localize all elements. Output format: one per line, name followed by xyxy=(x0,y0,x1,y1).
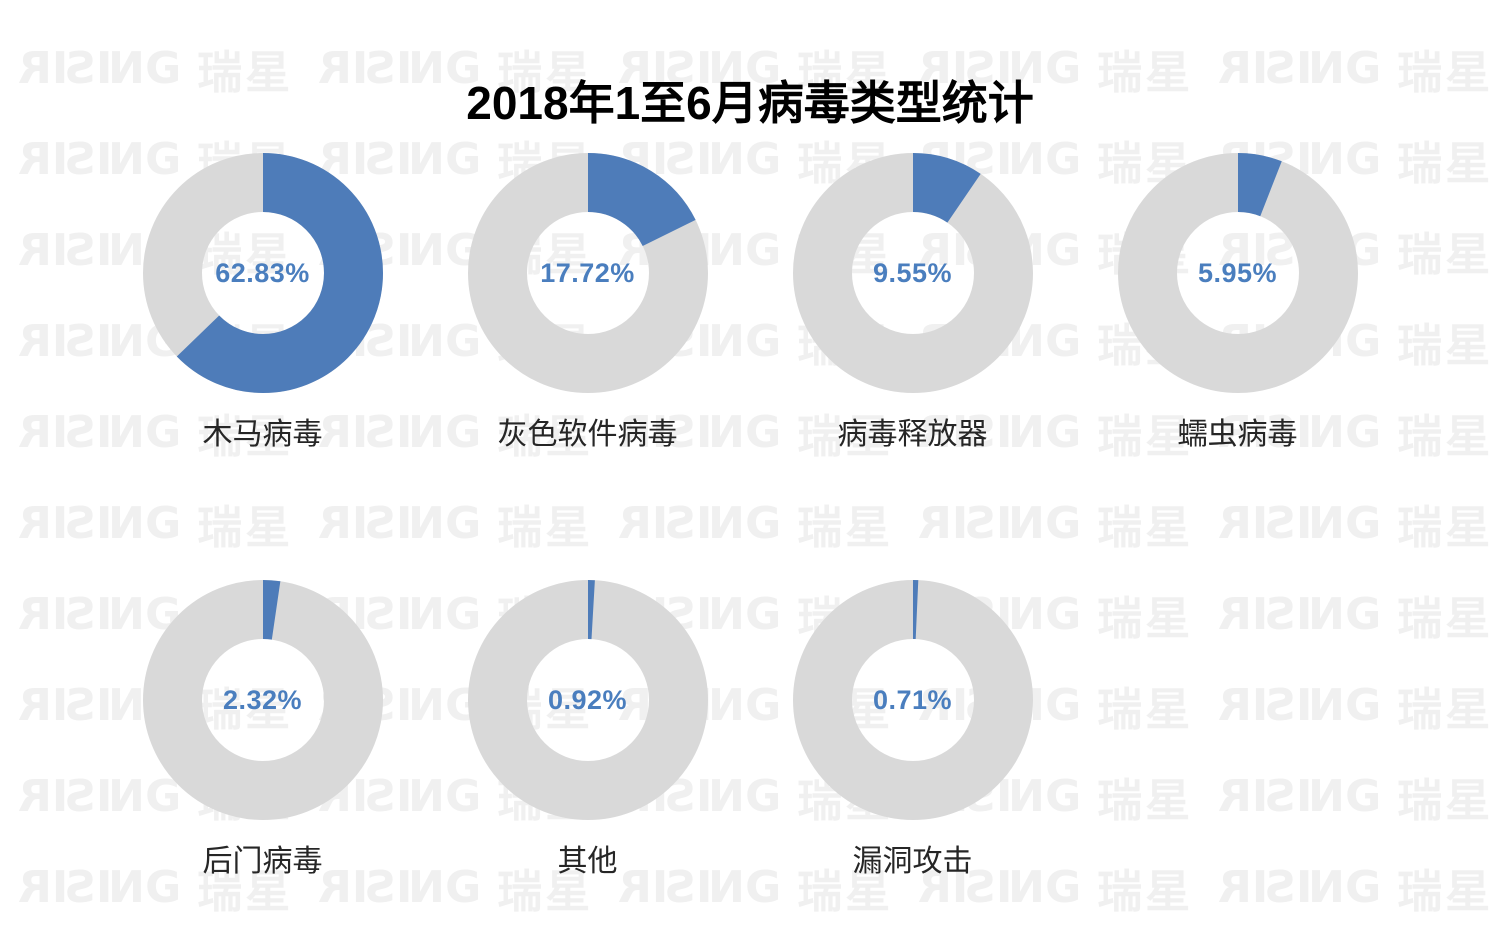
donut-slice xyxy=(142,580,383,820)
donut-ring: 9.55% xyxy=(792,153,1033,393)
donut-category-label: 其他 xyxy=(557,845,618,878)
donut-chart-card: 0.71% 漏洞攻击 xyxy=(750,580,1075,880)
donut-slice xyxy=(1117,153,1358,393)
donut-ring-svg xyxy=(467,153,708,393)
donut-slice xyxy=(467,153,708,393)
donut-value-label: 2.32% xyxy=(222,684,303,715)
donut-value-label: 0.71% xyxy=(872,684,953,715)
donut-value-label: 5.95% xyxy=(1197,257,1278,288)
donut-chart-card: 5.95% 蠕虫病毒 xyxy=(1075,153,1400,453)
donut-ring: 62.83% xyxy=(142,153,383,393)
donut-row-2: 2.32% 后门病毒 0.92% 其他 0.71% 漏洞攻击 xyxy=(100,580,1400,880)
donut-chart-card: 62.83% 木马病毒 xyxy=(100,153,425,453)
donut-ring-svg xyxy=(1117,153,1358,393)
donut-value-label: 9.55% xyxy=(872,257,953,288)
donut-ring: 0.71% xyxy=(792,580,1033,820)
donut-chart-card: 17.72% 灰色软件病毒 xyxy=(425,153,750,453)
donut-value-label: 17.72% xyxy=(540,257,635,288)
donut-chart-card: 0.92% 其他 xyxy=(425,580,750,880)
donut-ring-svg xyxy=(792,580,1033,820)
donut-ring: 0.92% xyxy=(467,580,708,820)
donut-category-label: 后门病毒 xyxy=(202,845,323,878)
donut-category-label: 灰色软件病毒 xyxy=(497,418,678,451)
donut-category-label: 木马病毒 xyxy=(202,418,323,451)
donut-ring: 17.72% xyxy=(467,153,708,393)
donut-ring-svg xyxy=(467,580,708,820)
donut-slice xyxy=(792,153,1033,393)
donut-ring: 5.95% xyxy=(1117,153,1358,393)
donut-chart-card: 9.55% 病毒释放器 xyxy=(750,153,1075,453)
donut-ring: 2.32% xyxy=(142,580,383,820)
donut-slice xyxy=(142,153,383,393)
donut-ring-svg xyxy=(142,153,383,393)
donut-category-label: 漏洞攻击 xyxy=(852,845,973,878)
donut-slice xyxy=(792,580,1033,820)
donut-slice xyxy=(467,580,708,820)
page-title: 2018年1至6月病毒类型统计 xyxy=(466,76,1034,129)
donut-row-1: 62.83% 木马病毒 17.72% 灰色软件病毒 9.55% 病毒释放器 5.95% 蠕虫病… xyxy=(100,153,1400,453)
donut-value-label: 0.92% xyxy=(547,684,628,715)
donut-category-label: 蠕虫病毒 xyxy=(1177,418,1298,451)
donut-value-label: 62.83% xyxy=(215,257,310,288)
donut-category-label: 病毒释放器 xyxy=(837,418,988,451)
donut-ring-svg xyxy=(142,580,383,820)
donut-ring-svg xyxy=(792,153,1033,393)
donut-chart-card: 2.32% 后门病毒 xyxy=(100,580,425,880)
